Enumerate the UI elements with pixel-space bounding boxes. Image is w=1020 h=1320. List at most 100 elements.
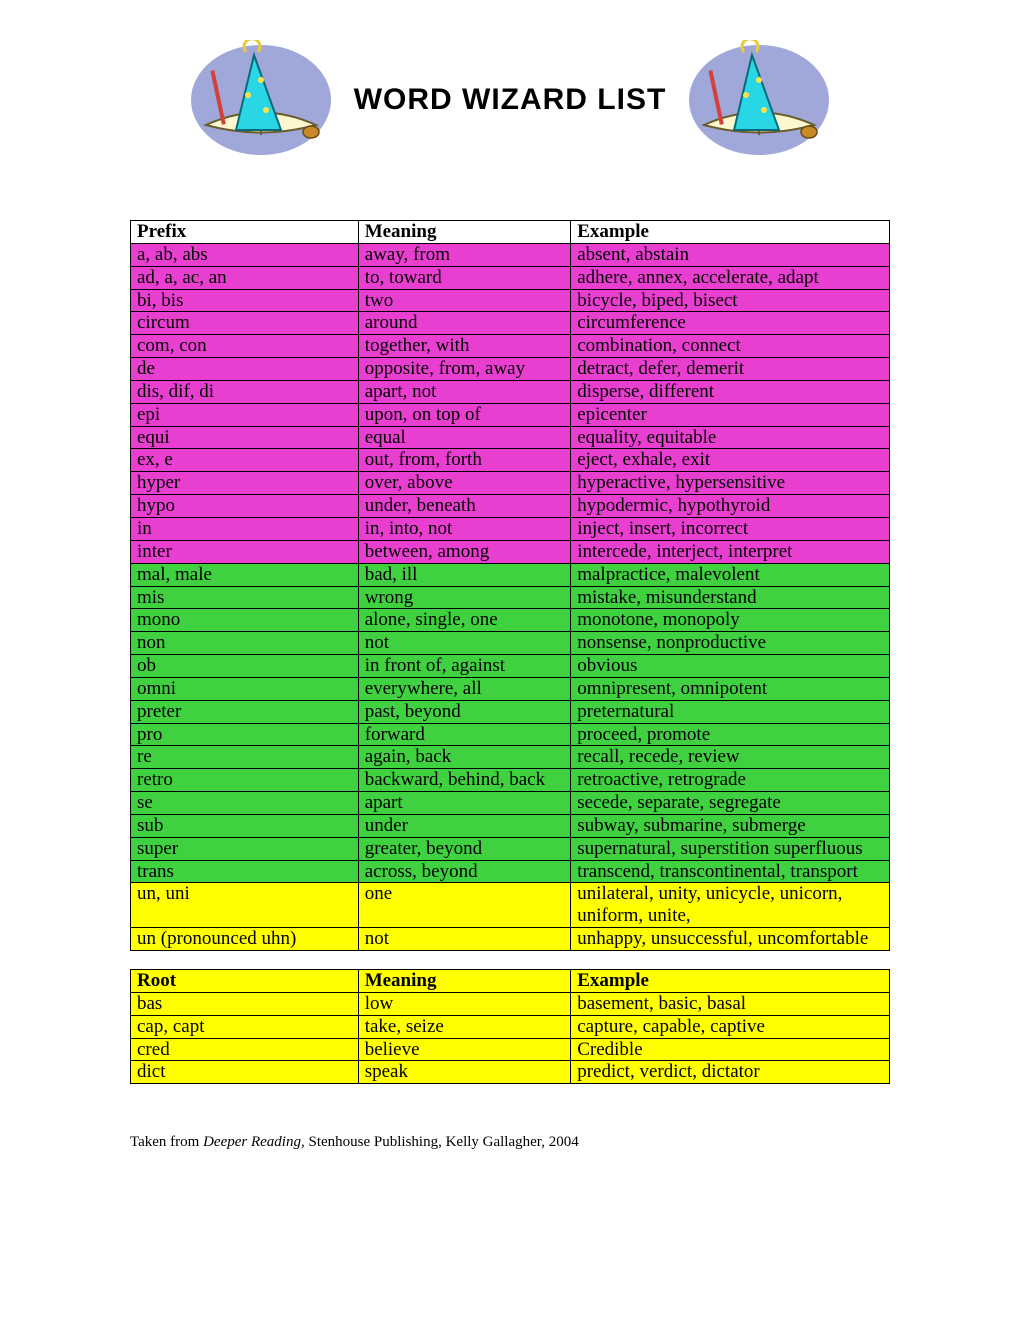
table-row: seapartsecede, separate, segregate: [131, 792, 890, 815]
wizard-book-icon: [684, 40, 834, 160]
table-cell: retroactive, retrograde: [571, 769, 890, 792]
table-cell: se: [131, 792, 359, 815]
table-cell: again, back: [358, 746, 571, 769]
table-cell: Credible: [571, 1038, 890, 1061]
table-cell: alone, single, one: [358, 609, 571, 632]
table-cell: non: [131, 632, 359, 655]
table-row: obin front of, againstobvious: [131, 655, 890, 678]
table-cell: recall, recede, review: [571, 746, 890, 769]
table-cell: sub: [131, 814, 359, 837]
table-cell: apart, not: [358, 380, 571, 403]
source-rest: , Stenhouse Publishing, Kelly Gallagher,…: [301, 1134, 579, 1150]
table-cell: bad, ill: [358, 563, 571, 586]
table-row: circumaroundcircumference: [131, 312, 890, 335]
table-cell: wrong: [358, 586, 571, 609]
column-header: Example: [571, 970, 890, 993]
table-row: deopposite, from, awaydetract, defer, de…: [131, 358, 890, 381]
table-cell: disperse, different: [571, 380, 890, 403]
table-cell: in, into, not: [358, 517, 571, 540]
table-cell: together, with: [358, 335, 571, 358]
table-row: omnieverywhere, allomnipresent, omnipote…: [131, 677, 890, 700]
table-cell: secede, separate, segregate: [571, 792, 890, 815]
table-cell: bi, bis: [131, 289, 359, 312]
table-row: reagain, backrecall, recede, review: [131, 746, 890, 769]
table-cell: backward, behind, back: [358, 769, 571, 792]
table-cell: hypo: [131, 495, 359, 518]
table-row: hyperover, abovehyperactive, hypersensit…: [131, 472, 890, 495]
table-cell: mono: [131, 609, 359, 632]
table-row: credbelieveCredible: [131, 1038, 890, 1061]
table-cell: over, above: [358, 472, 571, 495]
table-cell: equi: [131, 426, 359, 449]
table-row: retrobackward, behind, backretroactive, …: [131, 769, 890, 792]
table-cell: eject, exhale, exit: [571, 449, 890, 472]
table-cell: monotone, monopoly: [571, 609, 890, 632]
table-cell: speak: [358, 1061, 571, 1084]
table-cell: dict: [131, 1061, 359, 1084]
table-cell: omni: [131, 677, 359, 700]
table-cell: inter: [131, 540, 359, 563]
table-cell: transcend, transcontinental, transport: [571, 860, 890, 883]
table-cell: trans: [131, 860, 359, 883]
source-prefix: Taken from: [130, 1134, 203, 1150]
table-cell: nonsense, nonproductive: [571, 632, 890, 655]
table-cell: com, con: [131, 335, 359, 358]
table-cell: opposite, from, away: [358, 358, 571, 381]
table-cell: forward: [358, 723, 571, 746]
table-cell: retro: [131, 769, 359, 792]
table-row: cap, capttake, seizecapture, capable, ca…: [131, 1015, 890, 1038]
column-header: Meaning: [358, 970, 571, 993]
table-cell: not: [358, 632, 571, 655]
table-cell: unilateral, unity, unicycle, unicorn, un…: [571, 883, 890, 928]
table-row: subundersubway, submarine, submerge: [131, 814, 890, 837]
table-row: un, unioneunilateral, unity, unicycle, u…: [131, 883, 890, 928]
table-row: un (pronounced uhn)notunhappy, unsuccess…: [131, 928, 890, 951]
table-cell: under: [358, 814, 571, 837]
table-cell: cred: [131, 1038, 359, 1061]
table-row: dictspeakpredict, verdict, dictator: [131, 1061, 890, 1084]
table-cell: intercede, interject, interpret: [571, 540, 890, 563]
table-row: mal, malebad, illmalpractice, malevolent: [131, 563, 890, 586]
column-header: Prefix: [131, 221, 359, 244]
root-table: RootMeaningExamplebaslowbasement, basic,…: [130, 969, 890, 1084]
table-cell: hyperactive, hypersensitive: [571, 472, 890, 495]
table-cell: un, uni: [131, 883, 359, 928]
table-cell: in: [131, 517, 359, 540]
table-cell: detract, defer, demerit: [571, 358, 890, 381]
page-title: WORD WIZARD LIST: [354, 83, 667, 117]
table-cell: proceed, promote: [571, 723, 890, 746]
table-cell: a, ab, abs: [131, 243, 359, 266]
table-row: ex, eout, from, fortheject, exhale, exit: [131, 449, 890, 472]
table-row: supergreater, beyondsupernatural, supers…: [131, 837, 890, 860]
table-cell: subway, submarine, submerge: [571, 814, 890, 837]
table-row: monoalone, single, onemonotone, monopoly: [131, 609, 890, 632]
table-cell: malpractice, malevolent: [571, 563, 890, 586]
wizard-book-icon: [186, 40, 336, 160]
table-cell: ad, a, ac, an: [131, 266, 359, 289]
table-cell: inject, insert, incorrect: [571, 517, 890, 540]
table-header-row: RootMeaningExample: [131, 970, 890, 993]
table-row: equiequalequality, equitable: [131, 426, 890, 449]
table-cell: unhappy, unsuccessful, uncomfortable: [571, 928, 890, 951]
table-row: a, ab, absaway, fromabsent, abstain: [131, 243, 890, 266]
table-cell: between, among: [358, 540, 571, 563]
prefix-table: PrefixMeaningExamplea, ab, absaway, from…: [130, 220, 890, 951]
table-row: ad, a, ac, anto, towardadhere, annex, ac…: [131, 266, 890, 289]
table-cell: mis: [131, 586, 359, 609]
table-row: baslowbasement, basic, basal: [131, 992, 890, 1015]
table-cell: equality, equitable: [571, 426, 890, 449]
table-cell: obvious: [571, 655, 890, 678]
table-cell: to, toward: [358, 266, 571, 289]
table-cell: take, seize: [358, 1015, 571, 1038]
table-cell: pro: [131, 723, 359, 746]
table-cell: past, beyond: [358, 700, 571, 723]
table-cell: in front of, against: [358, 655, 571, 678]
table-cell: re: [131, 746, 359, 769]
table-cell: preter: [131, 700, 359, 723]
table-cell: dis, dif, di: [131, 380, 359, 403]
table-row: preterpast, beyondpreternatural: [131, 700, 890, 723]
table-cell: super: [131, 837, 359, 860]
table-cell: upon, on top of: [358, 403, 571, 426]
table-cell: mistake, misunderstand: [571, 586, 890, 609]
table-cell: two: [358, 289, 571, 312]
